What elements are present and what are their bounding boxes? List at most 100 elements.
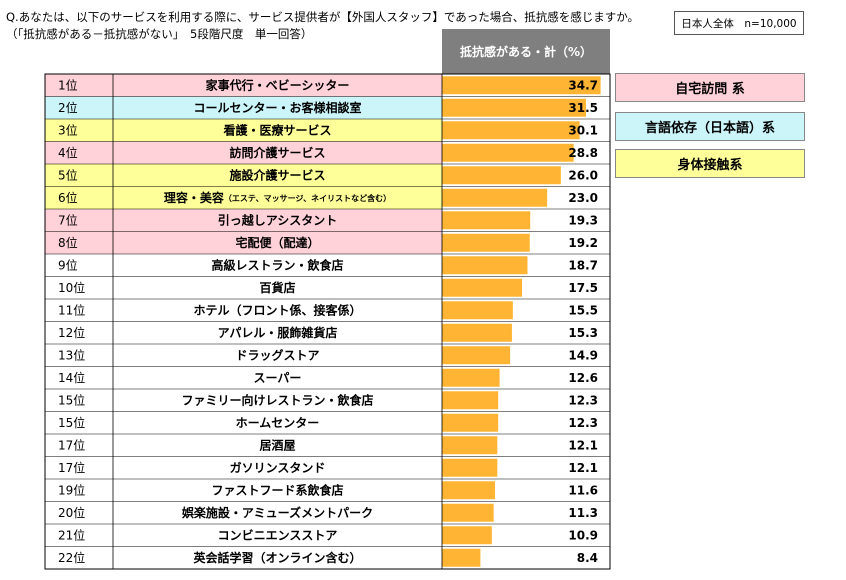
service-label: ファストフード系飲食店 <box>211 482 343 497</box>
service-label: ホテル（フロント係、接客係） <box>193 302 361 317</box>
bar <box>442 391 499 410</box>
value-label: 12.3 <box>568 416 598 430</box>
service-label: ファミリー向けレストラン・飲食店 <box>181 392 373 407</box>
rank-label: 2位 <box>58 100 78 115</box>
rank-label: 20位 <box>58 505 85 520</box>
service-label: 引っ越しアシスタント <box>218 212 338 227</box>
service-label: 居酒屋 <box>259 438 295 452</box>
value-label: 15.3 <box>568 326 598 340</box>
bar <box>442 76 601 95</box>
rank-label: 21位 <box>58 527 85 542</box>
bar <box>442 458 498 477</box>
service-label: 施設介護サービス <box>229 167 325 182</box>
value-label: 15.5 <box>568 303 598 317</box>
legend-contact: 身体接触系 <box>615 149 805 178</box>
bar <box>442 548 481 567</box>
value-label: 31.5 <box>568 101 598 115</box>
bar <box>442 121 580 140</box>
rank-label: 12位 <box>58 325 85 340</box>
rank-label: 6位 <box>58 190 78 205</box>
question-text: Q.あなたは、以下のサービスを利用する際に、サービス提供者が【外国人スタッフ】で… <box>6 10 640 24</box>
value-label: 19.3 <box>568 213 598 227</box>
rank-label: 5位 <box>58 167 78 182</box>
bar <box>442 188 548 207</box>
row-highlight <box>45 119 442 142</box>
bar <box>442 256 528 275</box>
value-label: 11.3 <box>568 506 598 520</box>
service-label: ドラッグストア <box>235 347 319 362</box>
value-label: 30.1 <box>568 123 598 137</box>
rank-label: 17位 <box>58 460 85 475</box>
value-label: 34.7 <box>568 78 598 92</box>
bar <box>442 368 500 387</box>
service-label: 娯楽施設・アミューズメントパーク <box>182 505 373 520</box>
rank-label: 10位 <box>58 280 85 295</box>
service-label: 高級レストラン・飲食店 <box>211 257 343 272</box>
rank-label: 22位 <box>58 550 85 565</box>
service-label: コールセンター・お客様相談室 <box>193 100 361 115</box>
service-label: コンビニエンスストア <box>218 527 338 542</box>
service-label: 訪問介護サービス <box>229 145 325 160</box>
bar <box>442 503 494 522</box>
service-label: ガソリンスタンド <box>230 460 326 475</box>
column-header: 抵抗感がある・計（%） <box>442 29 610 74</box>
rank-label: 11位 <box>58 302 85 317</box>
value-label: 11.6 <box>568 483 598 497</box>
rank-label: 15位 <box>58 415 85 430</box>
bar <box>442 166 561 185</box>
row-highlight <box>45 141 442 164</box>
table-border <box>44 73 611 570</box>
value-label: 17.5 <box>568 281 598 295</box>
value-label: 12.1 <box>568 438 598 452</box>
value-label: 12.3 <box>568 393 598 407</box>
row-highlight <box>45 74 442 97</box>
bar <box>442 413 499 432</box>
bar <box>442 436 498 455</box>
rank-label: 15位 <box>58 392 85 407</box>
service-label: ホームセンター <box>236 416 320 430</box>
sample-size-box: 日本人全体 n=10,000 <box>674 11 804 35</box>
service-label: 英会話学習（オンライン含む） <box>193 550 361 565</box>
bar <box>442 98 586 117</box>
value-label: 12.6 <box>568 371 598 385</box>
value-label: 28.8 <box>568 146 598 160</box>
bar <box>442 301 513 320</box>
value-label: 8.4 <box>577 551 598 565</box>
bar <box>442 346 511 365</box>
bar <box>442 233 530 252</box>
bar <box>442 526 492 545</box>
rank-label: 14位 <box>58 370 85 385</box>
rank-label: 1位 <box>58 77 78 92</box>
legend-language: 言語依存（日本語）系 <box>615 112 805 141</box>
rank-label: 3位 <box>58 122 78 137</box>
row-highlight <box>45 96 442 119</box>
service-label: アパレル・服飾雑貨店 <box>218 325 338 340</box>
service-label: 百貨店 <box>259 280 295 295</box>
value-label: 18.7 <box>568 258 598 272</box>
service-label: スーパー <box>254 371 302 385</box>
row-highlight <box>45 209 442 232</box>
row-highlight <box>45 186 442 209</box>
service-label: 家事代行・ベビーシッター <box>206 77 350 92</box>
rank-label: 9位 <box>58 257 78 272</box>
value-label: 19.2 <box>568 236 598 250</box>
rank-label: 8位 <box>58 235 78 250</box>
question-subtext: （「抵抗感がある－抵抗感がない」 5段階尺度 単一回答） <box>6 27 313 41</box>
legend-home-visit: 自宅訪問 系 <box>615 73 805 102</box>
value-label: 26.0 <box>568 168 598 182</box>
bar <box>442 211 531 230</box>
row-highlight <box>45 164 442 187</box>
bar <box>442 481 496 500</box>
rank-label: 4位 <box>58 145 78 160</box>
rank-label: 7位 <box>58 212 78 227</box>
service-label: 宅配便（配達） <box>235 235 319 250</box>
rank-label: 19位 <box>58 482 85 497</box>
rank-label: 17位 <box>58 437 85 452</box>
bar <box>442 143 574 162</box>
bar <box>442 278 522 297</box>
service-label: 理容・美容（エステ、マッサージ、ネイリストなど含む） <box>164 190 391 205</box>
service-label: 看護・医療サービス <box>223 122 331 137</box>
bar <box>442 323 512 342</box>
row-highlight <box>45 231 442 254</box>
